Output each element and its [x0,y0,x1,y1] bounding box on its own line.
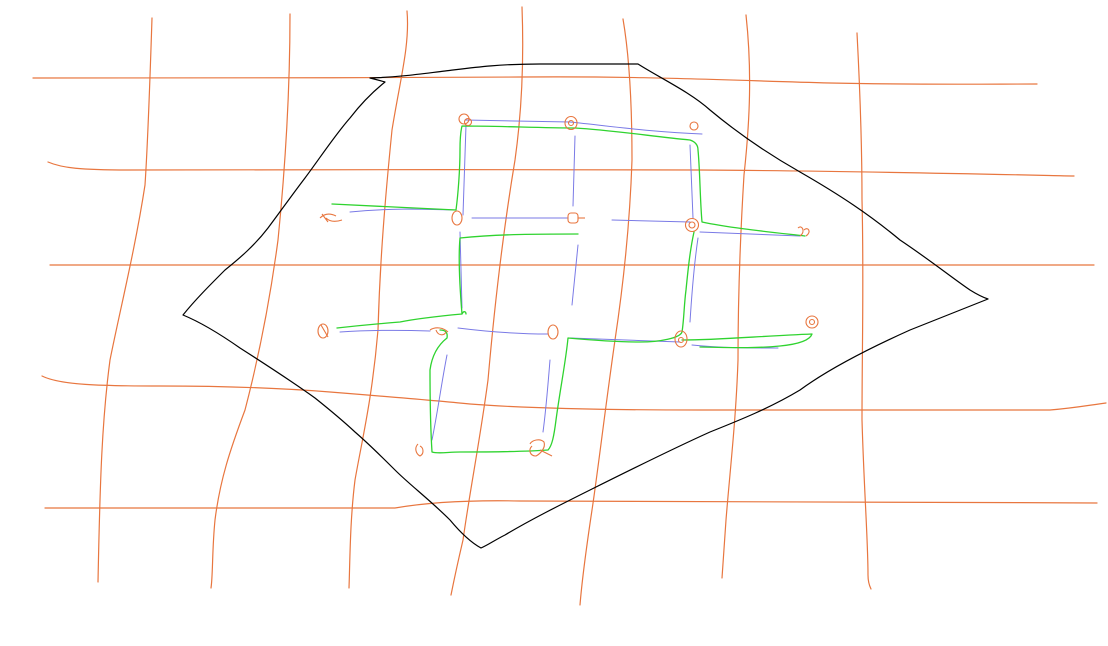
link [459,231,463,309]
grid-vertical-lines [97,6,872,606]
route-segment [336,233,579,329]
node-marker [317,323,329,339]
node-marker [564,115,578,131]
grid-vertical-line [721,14,751,579]
grid-vertical-line [348,10,409,589]
highlighted-route [331,125,813,454]
node-marker [319,213,343,223]
grid-vertical-line [579,18,633,606]
link [572,135,576,207]
node-marker [797,226,810,237]
node-marker [529,439,553,457]
link [699,231,801,237]
link [431,354,448,441]
grid-horizontal-line [41,375,1107,412]
link [339,329,431,333]
node-marker [458,113,473,127]
grid-vertical-line [856,32,872,590]
node-marker [684,217,700,233]
link [542,359,551,433]
link [464,119,703,135]
link [611,219,691,223]
node-marker [451,210,463,226]
link [689,237,699,323]
node-marker [429,327,449,336]
node-marker [674,330,688,348]
link [457,327,549,335]
connection-links [339,119,801,441]
grid-horizontal-line [44,500,1098,509]
route-segment [429,231,695,454]
route-segment [681,333,813,349]
grid-horizontal-line [32,76,1038,85]
grid-vertical-line [97,17,153,583]
junction-nodes [317,113,819,457]
node-marker [567,212,585,224]
link [571,244,579,306]
link [569,337,681,343]
grid-horizontal-lines [32,76,1107,509]
grid-vertical-line [450,6,524,596]
node-marker [547,324,559,340]
grid-horizontal-line [47,161,1075,177]
route-segment [461,311,467,315]
link [689,144,694,219]
grid-vertical-line [210,13,291,589]
node-marker [805,315,819,329]
node-marker [415,443,424,457]
region-outline [182,63,989,549]
node-marker [689,121,699,131]
link [462,124,467,216]
